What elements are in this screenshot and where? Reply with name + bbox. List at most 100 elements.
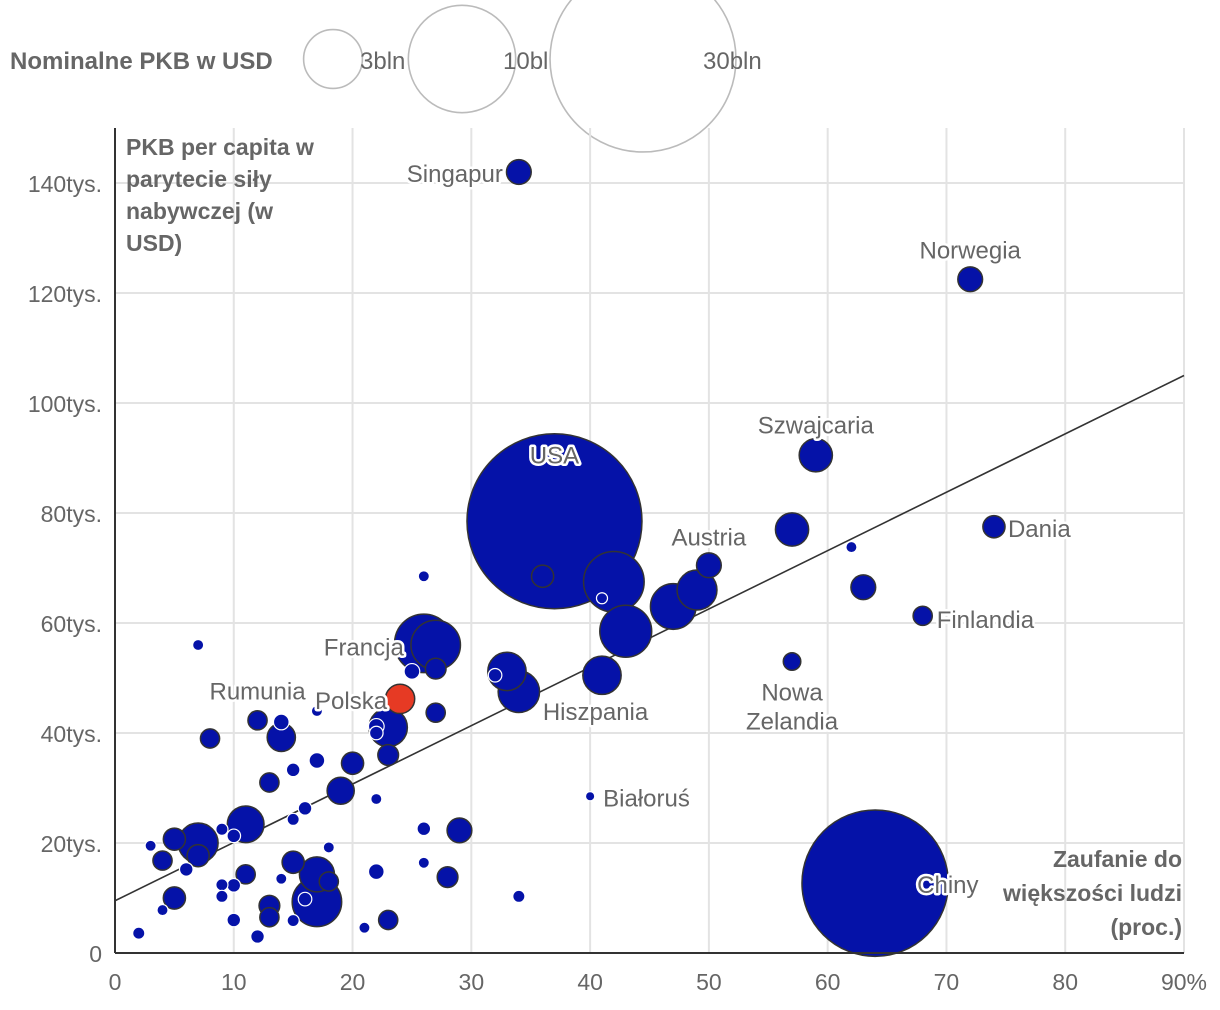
data-point-15	[487, 667, 503, 683]
data-point-42	[322, 841, 335, 854]
point-austria	[695, 552, 723, 579]
data-point-52	[275, 872, 288, 885]
x-tick-60: 60	[815, 969, 841, 995]
data-point-58	[215, 889, 229, 904]
point-dania	[982, 514, 1006, 539]
y-label-line-3: USD)	[126, 230, 182, 256]
x-tick-0: 0	[109, 969, 122, 995]
legend-circle-3bln	[302, 28, 364, 90]
legend-label-30bln: 30bln	[703, 48, 762, 75]
size-legend: Nominalne PKB w USD 3bln 10bln 30bln	[10, 0, 762, 153]
grid	[115, 128, 1185, 953]
data-point-67	[358, 921, 371, 934]
x-tick-50: 50	[696, 969, 722, 995]
data-point-22	[368, 725, 384, 741]
data-point-38	[226, 828, 242, 844]
x-tick-70: 70	[934, 969, 960, 995]
label-chiny: Chiny	[917, 872, 978, 899]
y-tick-120000: 120tys.	[28, 281, 102, 307]
data-point-7	[850, 574, 877, 601]
data-point-51	[436, 865, 459, 889]
legend-entries: 3bln 10bln 30bln	[302, 0, 762, 153]
data-point-50	[235, 864, 256, 885]
data-point-26	[308, 752, 326, 769]
data-point-21	[272, 713, 290, 731]
x-label-line-1: większości ludzi	[1002, 880, 1182, 906]
data-point-29	[259, 772, 280, 793]
data-point-65	[226, 912, 242, 928]
label-szwajcaria: Szwajcaria	[758, 412, 875, 439]
label-nowa-zelandia: Nowa Zelandia	[746, 680, 839, 736]
data-point-17	[425, 702, 447, 723]
legend-circle-30bln	[549, 0, 737, 153]
data-point-64	[377, 909, 399, 931]
data-point-53	[318, 871, 340, 892]
y-tick-100000: 100tys.	[28, 391, 102, 417]
data-point-32	[297, 800, 313, 816]
y-label-line-2: nabywczej (w	[126, 198, 273, 224]
bubbles	[132, 158, 1006, 958]
data-point-12	[424, 657, 447, 680]
label-austria: Austria	[672, 524, 747, 551]
y-tick-80000: 80tys.	[41, 501, 102, 527]
data-point-54	[215, 878, 229, 892]
data-point-48	[367, 863, 385, 881]
label-norwegia: Norwegia	[920, 237, 1022, 264]
label-finlandia: Finlandia	[937, 607, 1035, 634]
point-polska	[384, 683, 416, 715]
data-point-27	[340, 751, 365, 776]
data-point-8	[595, 592, 609, 605]
data-point-60	[297, 891, 313, 907]
x-axis-label: Zaufanie do większości ludzi (proc.)	[1002, 846, 1182, 940]
data-point-2	[582, 550, 645, 613]
data-point-18	[310, 704, 324, 718]
data-point-9	[599, 604, 653, 658]
x-tick-90: 90%	[1161, 969, 1207, 995]
data-point-0	[774, 512, 810, 547]
data-point-31	[370, 792, 383, 806]
point-singapur	[505, 158, 532, 186]
data-point-35	[215, 822, 229, 836]
label-bia-oru-: Białoruś	[603, 785, 690, 812]
data-point-37	[446, 817, 473, 844]
y-tick-60000: 60tys.	[41, 611, 102, 637]
tick-labels: 0 10 20 30 40 50 60 70 80 90% 0 20tys. 40tys. 60tys. 8…	[28, 171, 1207, 995]
x-tick-20: 20	[340, 969, 366, 995]
x-tick-80: 80	[1052, 969, 1078, 995]
label-francja: Francja	[324, 634, 405, 661]
legend-title: Nominalne PKB w USD	[10, 48, 273, 75]
data-point-30	[326, 776, 355, 806]
legend-label-3bln: 3bln	[360, 48, 405, 75]
data-point-28	[285, 762, 301, 778]
y-label-line-0: PKB per capita w	[126, 134, 314, 160]
label-singapur: Singapur	[407, 161, 503, 188]
data-point-46	[417, 856, 430, 869]
point-norwegia	[957, 266, 984, 293]
country-labels: Singapur Norwegia Szwajcaria USA Austria Dani…	[207, 159, 1074, 902]
y-tick-140000: 140tys.	[28, 171, 102, 197]
label-hiszpania: Hiszpania	[543, 699, 649, 726]
data-point-66	[286, 913, 300, 928]
axes	[114, 128, 1184, 954]
y-tick-20000: 20tys.	[41, 831, 102, 857]
data-point-68	[132, 926, 146, 940]
data-point-4	[417, 570, 430, 583]
data-point-69	[250, 929, 265, 944]
x-tick-10: 10	[221, 969, 247, 995]
data-point-56	[512, 889, 526, 904]
label-usa: USA	[530, 442, 579, 469]
data-point-3	[530, 564, 555, 589]
data-point-33	[286, 812, 300, 827]
point-chiny	[801, 809, 950, 958]
x-label-line-0: Zaufanie do	[1053, 846, 1182, 872]
point-finlandia	[912, 605, 934, 627]
label-polska: Polska	[315, 688, 388, 715]
data-point-16	[582, 655, 622, 696]
y-axis-label: PKB per capita w parytecie siły nabywczej …	[126, 134, 314, 256]
label-rumunia: Rumunia	[210, 678, 307, 705]
data-point-39	[162, 827, 187, 851]
data-point-13	[403, 662, 421, 680]
x-tick-30: 30	[459, 969, 485, 995]
x-tick-40: 40	[577, 969, 603, 995]
